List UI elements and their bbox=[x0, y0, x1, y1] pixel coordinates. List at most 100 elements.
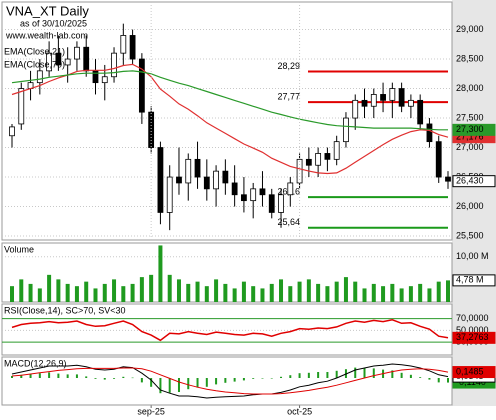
candle-body bbox=[176, 176, 182, 184]
volume-bar bbox=[343, 277, 348, 302]
y-tick-label: 27,000 bbox=[456, 142, 484, 152]
histogram-bar bbox=[140, 378, 143, 383]
candle-body bbox=[222, 170, 229, 184]
candle-body bbox=[333, 141, 340, 160]
volume-bar bbox=[112, 279, 117, 302]
histogram-bar bbox=[113, 378, 116, 379]
volume-bar bbox=[28, 283, 33, 302]
histogram-bar bbox=[131, 377, 134, 379]
candle-body bbox=[157, 147, 164, 213]
level-label: 28,29 bbox=[277, 61, 300, 71]
value-badge-label: 37,2763 bbox=[456, 332, 489, 342]
candle-body bbox=[101, 76, 108, 84]
histogram-bar bbox=[298, 373, 301, 378]
value-badge-label: 27,176 bbox=[456, 132, 484, 142]
volume-bar bbox=[186, 283, 191, 302]
volume-bar bbox=[139, 277, 144, 302]
volume-bar bbox=[93, 288, 98, 302]
histogram-bar bbox=[48, 372, 51, 378]
histogram-bar bbox=[187, 378, 190, 390]
volume-bar bbox=[232, 288, 237, 302]
histogram-bar bbox=[289, 375, 292, 378]
histogram-bar bbox=[428, 378, 431, 380]
histogram-bar bbox=[168, 378, 171, 393]
candle-body bbox=[445, 176, 451, 182]
candle-body bbox=[407, 99, 414, 107]
candle-body bbox=[380, 94, 386, 101]
ema-line bbox=[11, 70, 448, 131]
volume-bar bbox=[167, 274, 172, 302]
candle-body bbox=[36, 70, 43, 84]
histogram-bar bbox=[75, 374, 78, 378]
candle-body bbox=[120, 35, 127, 54]
volume-bar bbox=[297, 281, 302, 302]
volume-bar bbox=[121, 286, 126, 302]
candle-body bbox=[148, 111, 155, 148]
volume-bar bbox=[371, 283, 376, 302]
histogram-bar bbox=[215, 378, 218, 385]
volume-bar bbox=[251, 286, 256, 302]
histogram-bar bbox=[261, 378, 264, 379]
volume-bar bbox=[362, 288, 367, 302]
panel bbox=[1, 356, 453, 406]
panel-title: Volume bbox=[4, 244, 34, 254]
y-tick-label: 27,500 bbox=[456, 112, 484, 122]
ema-line bbox=[11, 63, 449, 175]
candle-body bbox=[352, 99, 359, 119]
volume-bar bbox=[204, 286, 209, 302]
histogram-bar bbox=[317, 372, 320, 378]
volume-bar bbox=[47, 274, 52, 302]
candle-body bbox=[268, 194, 275, 213]
y-tick-label: 50,0000 bbox=[456, 325, 489, 335]
histogram-bar bbox=[85, 376, 88, 378]
histogram-bar bbox=[150, 378, 153, 387]
value-badge-label: 27,300 bbox=[456, 124, 484, 134]
value-badge bbox=[452, 123, 496, 136]
histogram-bar bbox=[437, 378, 440, 383]
histogram-bar bbox=[38, 373, 41, 378]
chart-title: VNA_XT Daily bbox=[6, 3, 89, 18]
volume-bar bbox=[269, 283, 274, 302]
y-tick-label: 29,000 bbox=[456, 24, 484, 34]
histogram-bar bbox=[224, 378, 227, 383]
histogram-bar bbox=[11, 376, 13, 378]
histogram-bar bbox=[354, 367, 357, 378]
histogram-bar bbox=[270, 378, 273, 379]
candle-body bbox=[138, 58, 145, 113]
candle-body bbox=[389, 88, 396, 101]
candle-body bbox=[74, 46, 80, 60]
histogram-bar bbox=[419, 377, 422, 378]
y-tick-label: 28,000 bbox=[456, 83, 484, 93]
volume-bar bbox=[316, 283, 321, 302]
candle-body bbox=[370, 94, 377, 107]
volume-bar bbox=[436, 281, 441, 302]
candle-body bbox=[426, 123, 433, 143]
level-label: 25,64 bbox=[277, 217, 300, 227]
candle-body bbox=[166, 176, 173, 213]
histogram-bar bbox=[363, 368, 366, 378]
candle-body bbox=[9, 126, 15, 137]
candle-body bbox=[324, 153, 331, 160]
candle-body bbox=[231, 182, 238, 196]
x-tick-label: oct-25 bbox=[287, 406, 312, 416]
histogram-bar bbox=[242, 378, 245, 381]
volume-bar bbox=[381, 286, 386, 302]
histogram-bar bbox=[196, 378, 199, 388]
candle-body bbox=[241, 194, 247, 202]
candle-body bbox=[129, 35, 136, 60]
macd-line bbox=[11, 367, 449, 395]
candle-body bbox=[83, 46, 90, 72]
histogram-bar bbox=[409, 374, 412, 378]
volume-bar bbox=[19, 279, 24, 302]
volume-bar bbox=[306, 279, 311, 302]
candle-body bbox=[259, 188, 266, 196]
chart-subtitle: as of 30/10/2025 bbox=[20, 18, 87, 28]
histogram-bar bbox=[159, 378, 162, 394]
volume-bar bbox=[325, 286, 330, 302]
legend-label: EMA(Close,70) bbox=[4, 59, 65, 69]
y-tick-label: 28,500 bbox=[456, 53, 484, 63]
volume-bar bbox=[408, 286, 413, 302]
y-tick-label: 10,00 M bbox=[456, 251, 489, 261]
volume-bar bbox=[446, 280, 450, 302]
